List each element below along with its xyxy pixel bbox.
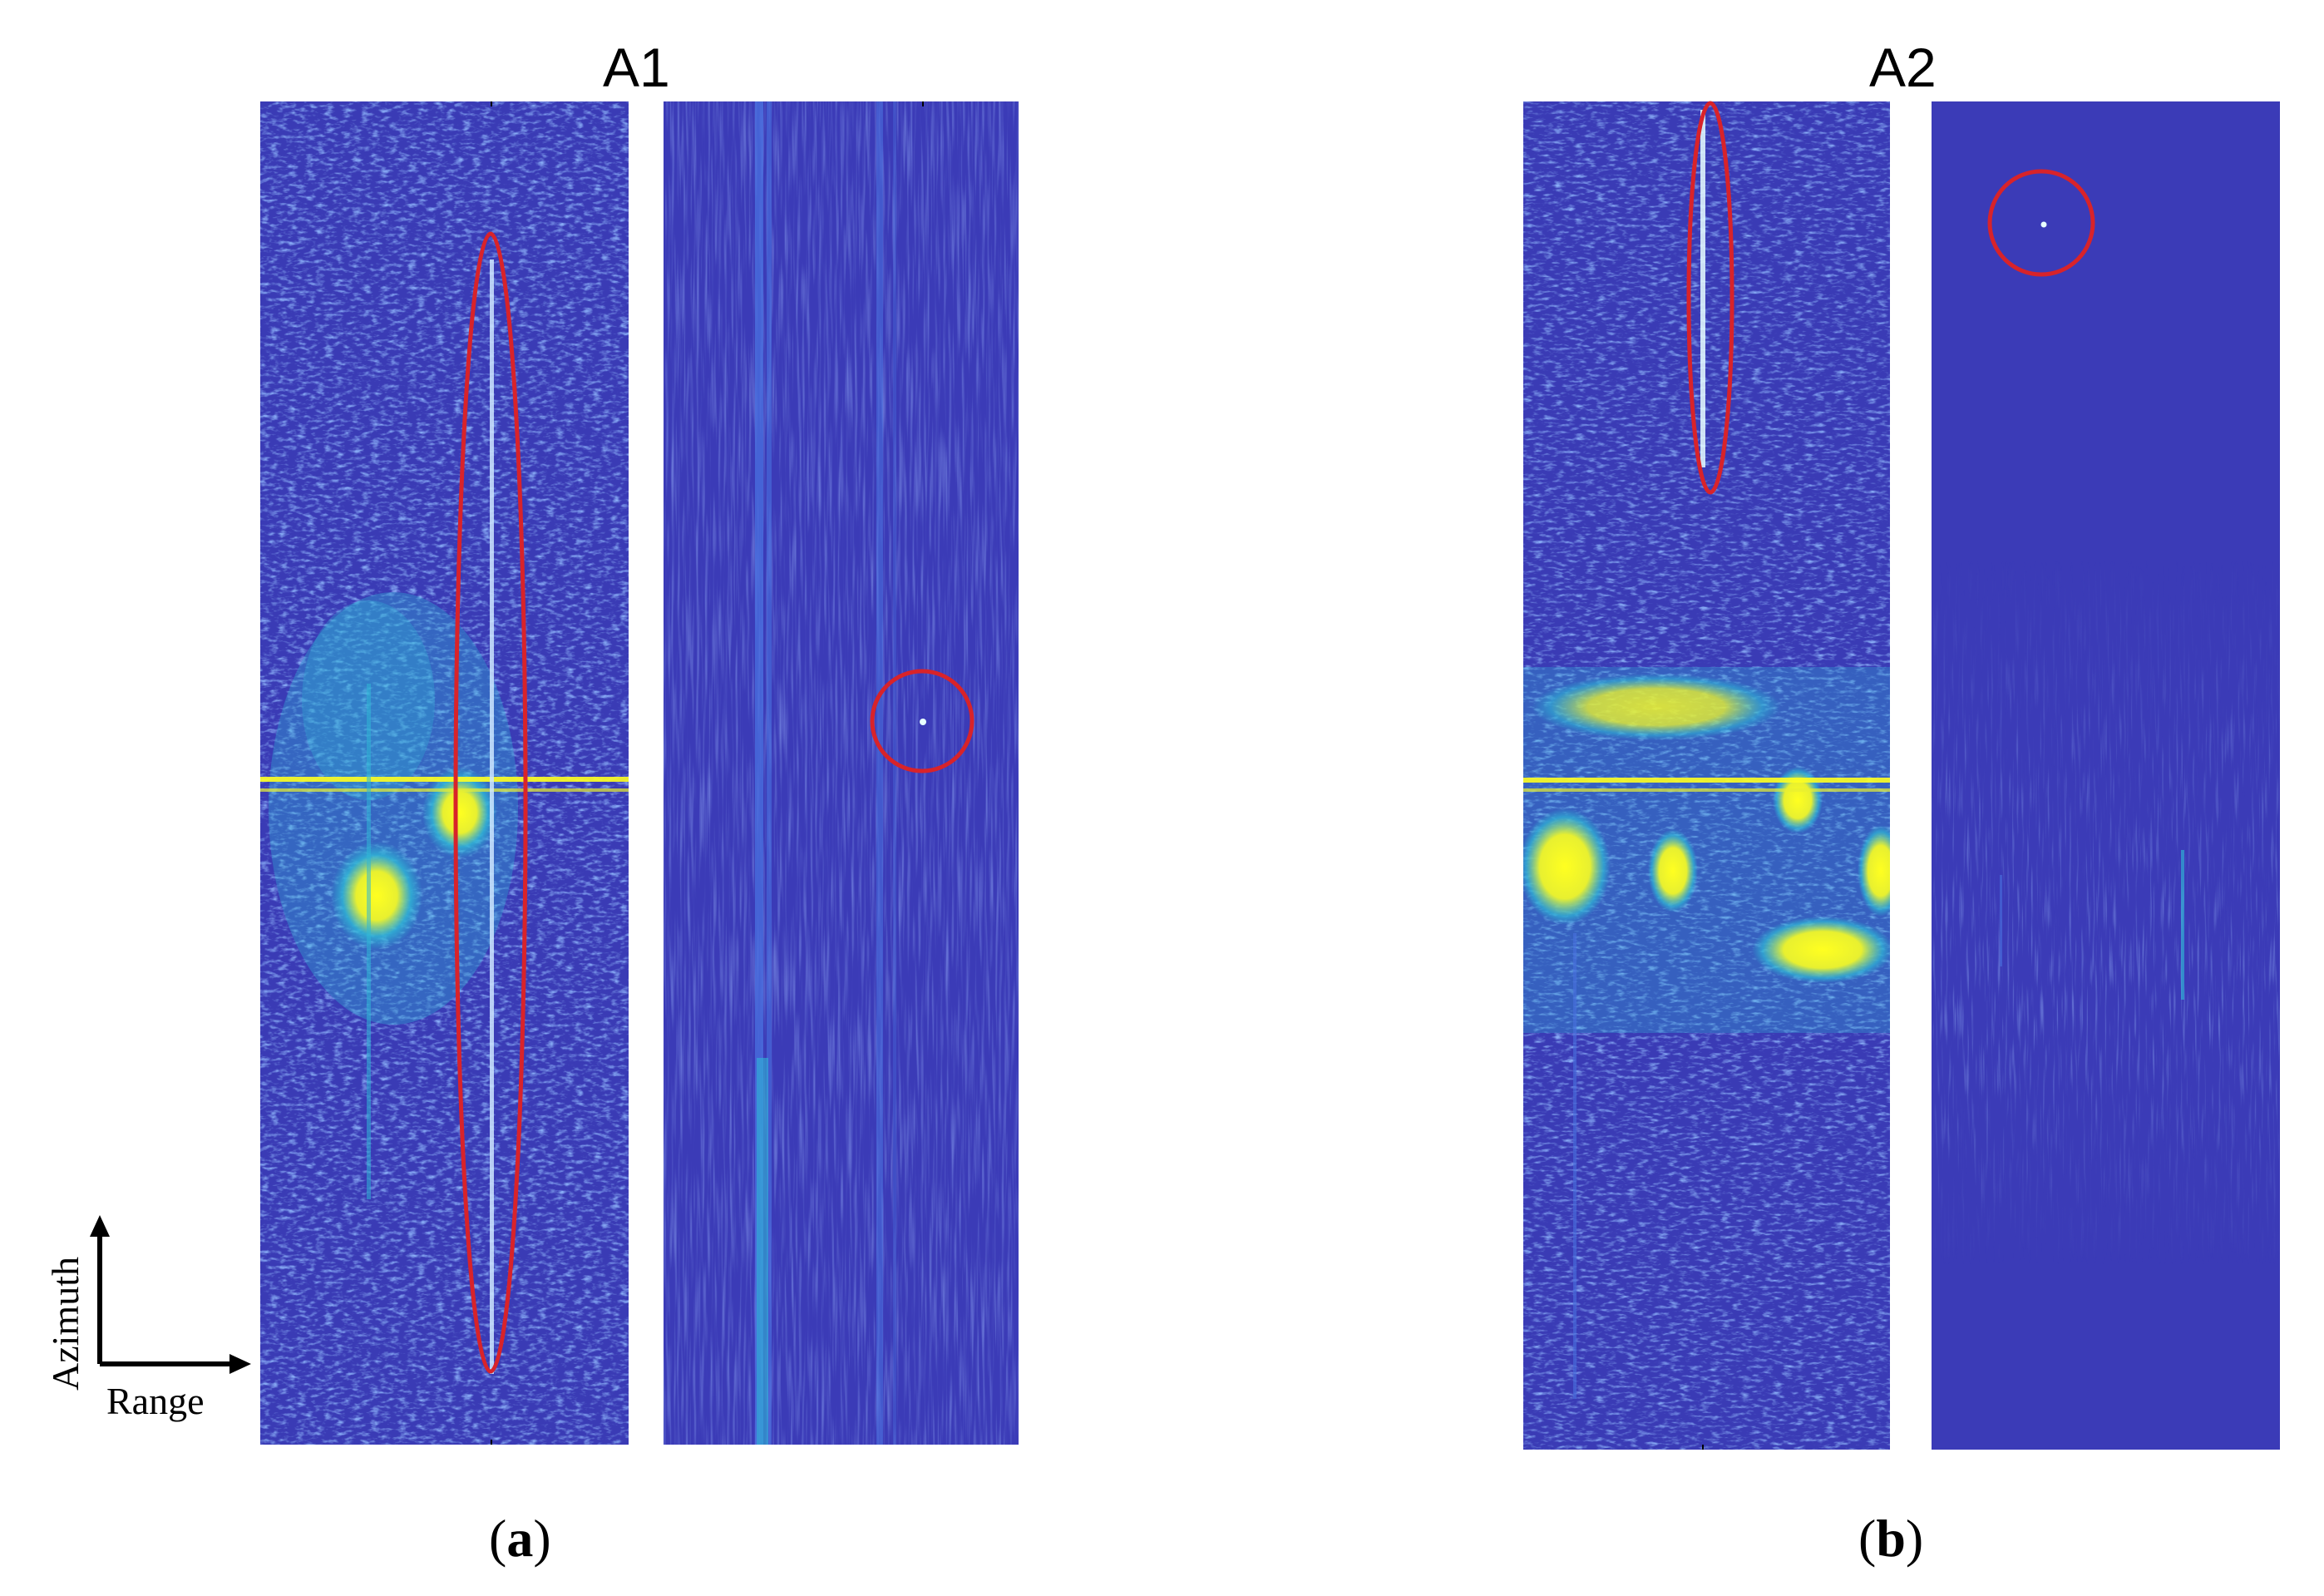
caption-a: (a) (489, 1509, 551, 1568)
panel-a-title: A1 (603, 37, 670, 98)
a1-raw-image (260, 101, 629, 1445)
caption-a-label: a (506, 1509, 534, 1568)
axis-indicator-arrows (90, 1215, 251, 1374)
a2-raw-image (1523, 101, 1890, 1450)
a1-marker-circle (870, 669, 975, 773)
caption-b: (b) (1858, 1509, 1924, 1568)
a2-marker-circle (1987, 169, 2095, 277)
panel-b-title: A2 (1869, 37, 1937, 98)
azimuth-label: Azimuth (44, 1257, 86, 1391)
a1-marker-ellipse (453, 231, 528, 1374)
a2-marker-ellipse (1686, 101, 1734, 495)
range-label: Range (106, 1380, 205, 1422)
a1-processed-image (664, 101, 1019, 1445)
a2-processed-image (1932, 101, 2280, 1450)
caption-b-label: b (1876, 1509, 1906, 1568)
